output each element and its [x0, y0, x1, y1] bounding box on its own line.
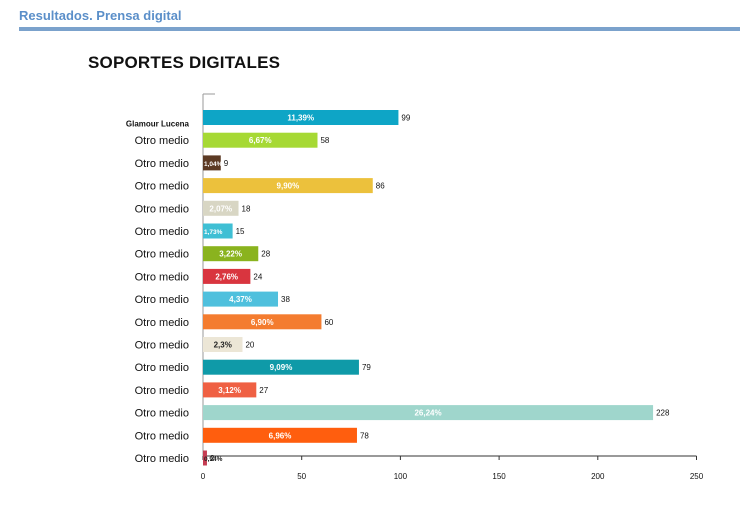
x-tick-label: 150: [492, 472, 506, 481]
value-label: 18: [242, 204, 251, 213]
value-label: 15: [236, 227, 245, 236]
bar: [203, 246, 259, 262]
value-label: 20: [245, 341, 254, 350]
bar: [203, 155, 221, 171]
category-label: Otro medio: [135, 408, 189, 420]
percent-label: 2,07%: [209, 204, 232, 213]
percent-label: 6,90%: [251, 318, 274, 327]
value-label: 228: [656, 409, 670, 418]
category-label: Otro medio: [135, 317, 189, 329]
percent-label: 0,94%: [204, 456, 223, 463]
page-header-title: Resultados. Prensa digital: [19, 8, 182, 23]
header-divider: [19, 27, 740, 31]
category-label: Otro medio: [135, 203, 189, 215]
value-label: 2: [210, 454, 215, 463]
bar: [203, 382, 257, 398]
category-label: Otro medio: [135, 271, 189, 283]
value-label: 24: [253, 272, 262, 281]
category-label: Otro medio: [135, 181, 189, 193]
percent-label: 6,96%: [269, 431, 292, 440]
percent-label: 2,76%: [215, 272, 238, 281]
percent-label: 9,09%: [270, 363, 293, 372]
bar: [203, 405, 654, 421]
value-label: 28: [261, 250, 270, 259]
value-label: 58: [320, 136, 329, 145]
category-label: Otro medio: [135, 430, 189, 442]
bar: [203, 314, 322, 330]
chart-title: SOPORTES DIGITALES: [88, 53, 281, 72]
percent-label: 4,37%: [229, 295, 252, 304]
bar: [203, 268, 251, 284]
bar: [203, 132, 318, 148]
x-tick-label: 100: [394, 472, 408, 481]
x-tick-label: 200: [591, 472, 605, 481]
value-label: 78: [360, 431, 369, 440]
category-label: Otro medio: [135, 249, 189, 261]
x-tick-label: 0: [201, 472, 206, 481]
category-label: Otro medio: [135, 385, 189, 397]
percent-label: 26,24%: [414, 409, 441, 418]
percent-label: 9,90%: [277, 182, 300, 191]
category-label: Otro medio: [135, 226, 189, 238]
category-label: Otro medio: [135, 362, 189, 374]
bar: [203, 110, 399, 125]
category-label: Otro medio: [135, 158, 189, 170]
value-label: 60: [324, 318, 333, 327]
bar: [203, 427, 357, 443]
category-label: Otro medio: [135, 453, 189, 465]
percent-label: 3,22%: [219, 250, 242, 259]
bar: [203, 223, 233, 239]
category-label: Otro medio: [135, 340, 189, 352]
bar: [203, 200, 239, 216]
bar: [203, 450, 207, 466]
value-label: 86: [376, 182, 385, 191]
bar: [203, 291, 279, 307]
percent-label: 11,39%: [287, 114, 314, 123]
bar: [203, 178, 373, 194]
percent-label: 1,73%: [204, 229, 223, 236]
bar: [203, 359, 359, 375]
percent-label: 1,04%: [204, 161, 223, 168]
category-label: Otro medio: [135, 135, 189, 147]
percent-label: 6,67%: [249, 136, 272, 145]
value-label: 79: [362, 363, 371, 372]
x-tick-label: 250: [690, 472, 704, 481]
value-label: 38: [281, 295, 290, 304]
percent-label: 2,3%: [214, 341, 232, 350]
value-label: 9: [224, 159, 229, 168]
x-tick-label: 50: [297, 472, 306, 481]
value-label: 27: [259, 386, 268, 395]
bar: [203, 337, 243, 352]
category-label: Otro medio: [135, 294, 189, 306]
category-label: Glamour Lucena: [126, 120, 190, 129]
percent-label: 3,12%: [218, 386, 241, 395]
value-label: 99: [401, 114, 410, 123]
